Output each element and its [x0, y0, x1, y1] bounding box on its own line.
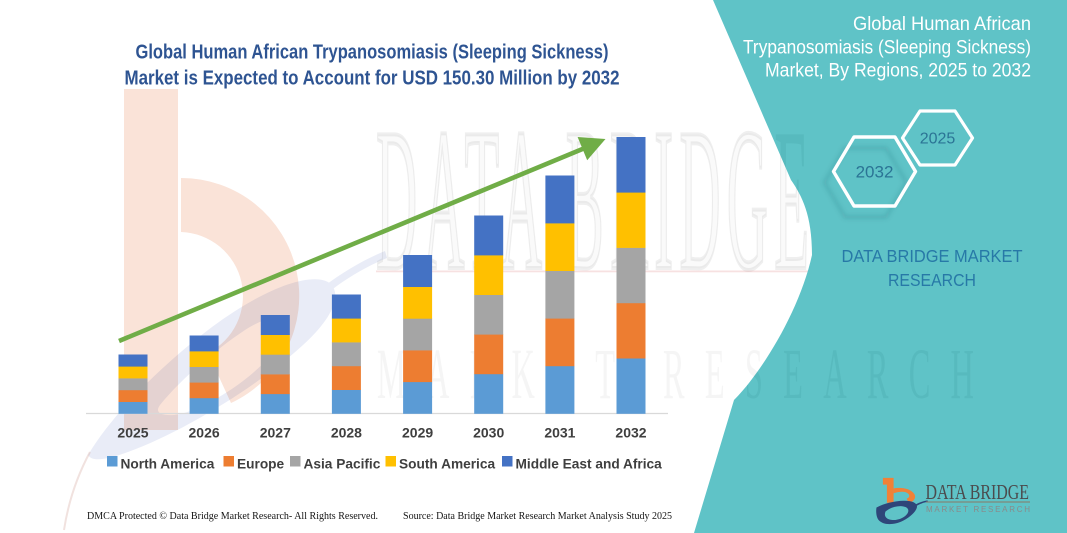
svg-text:2026: 2026 [189, 425, 220, 441]
svg-text:2032: 2032 [615, 425, 646, 441]
svg-text:DATA BRIDGE: DATA BRIDGE [376, 88, 815, 313]
svg-text:DATA BRIDGE MARKET: DATA BRIDGE MARKET [842, 246, 1023, 266]
svg-text:2030: 2030 [473, 425, 504, 441]
svg-text:South America: South America [399, 457, 495, 472]
svg-text:2027: 2027 [260, 425, 291, 441]
svg-text:Source: Data Bridge Market Res: Source: Data Bridge Market Research Mark… [403, 511, 672, 522]
svg-text:2031: 2031 [544, 425, 575, 441]
svg-text:Asia Pacific: Asia Pacific [304, 457, 381, 472]
svg-text:Global Human African Trypanoso: Global Human African Trypanosomiasis (Sl… [136, 42, 609, 64]
svg-text:Market is Expected to Account: Market is Expected to Account for USD 15… [125, 68, 620, 90]
svg-text:Middle East and Africa: Middle East and Africa [516, 457, 663, 472]
svg-text:MARKET RESEARCH: MARKET RESEARCH [926, 505, 1030, 514]
svg-text:Global Human African: Global Human African [853, 13, 1031, 35]
svg-text:2025: 2025 [920, 131, 956, 148]
svg-text:DMCA Protected © Data Bridge M: DMCA Protected © Data Bridge Market Rese… [87, 511, 378, 522]
svg-text:DATA BRIDGE: DATA BRIDGE [926, 480, 1030, 504]
svg-text:2025: 2025 [117, 425, 148, 441]
svg-text:Europe: Europe [237, 457, 285, 472]
svg-text:Market, By Regions, 2025 to 20: Market, By Regions, 2025 to 2032 [765, 60, 1031, 82]
svg-text:Trypanosomiasis (Sleeping Sick: Trypanosomiasis (Sleeping Sickness) [743, 37, 1031, 59]
svg-text:North America: North America [121, 457, 215, 472]
svg-text:RESEARCH: RESEARCH [888, 270, 976, 290]
svg-text:2028: 2028 [331, 425, 362, 441]
svg-text:2032: 2032 [856, 163, 894, 182]
svg-text:2029: 2029 [402, 425, 433, 441]
